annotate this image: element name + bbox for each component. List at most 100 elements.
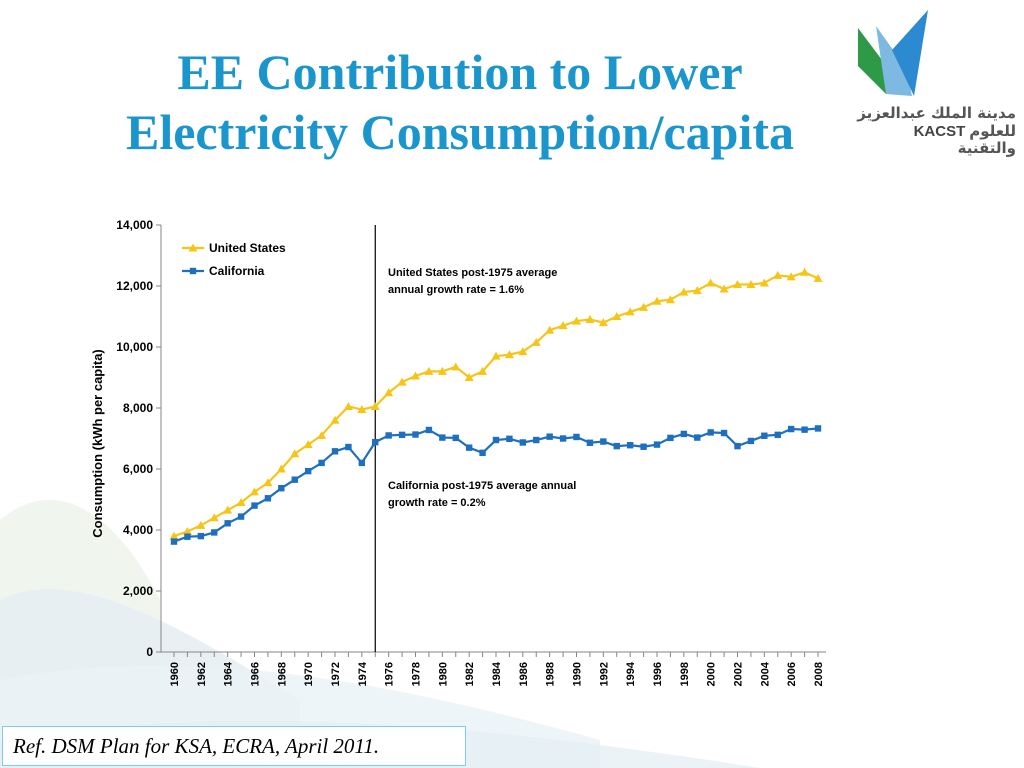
data-point-united-states [679,287,689,296]
data-point-united-states [317,430,327,439]
x-tick-label: 2004 [759,661,771,686]
data-point-california [747,437,755,445]
data-point-california [479,449,486,457]
data-point-united-states [182,527,192,536]
data-point-california [278,485,285,492]
logo-arabic-line-1: مدينة الملك عبدالعزيز [857,104,1016,122]
x-tick-label: 2000 [706,662,718,686]
logo-abbr: KACST [913,123,966,140]
data-point-united-states [424,366,434,375]
data-point-california [814,425,822,432]
data-point-california [734,442,741,450]
data-point-united-states [330,415,340,424]
data-point-california [385,432,392,439]
data-point-united-states [370,401,380,410]
data-point-united-states [773,270,783,279]
x-tick-label: 1976 [384,662,396,686]
legend-marker-united-states [188,243,198,252]
data-point-united-states [464,373,474,381]
data-point-california [398,431,406,439]
data-point-california [211,529,218,536]
data-point-california [264,495,272,502]
y-tick-label: 4,000 [123,523,153,537]
data-point-california [519,439,527,446]
data-point-united-states [451,362,461,371]
data-point-united-states [759,278,769,287]
y-tick-label: 8,000 [123,401,153,415]
data-point-united-states [545,325,555,334]
data-point-california [492,436,500,444]
data-point-california [626,442,634,449]
data-point-california [694,434,701,441]
legend-marker-california [189,267,197,275]
data-point-california [680,430,688,438]
legend-label-united-states: United States [209,241,286,255]
annotation-box [384,263,584,297]
x-tick-label: 1960 [169,662,181,686]
data-point-california [533,436,540,444]
data-point-united-states [746,279,756,288]
x-tick-label: 1998 [679,662,691,686]
data-point-california [318,459,325,467]
x-tick-label: 2008 [813,662,825,686]
data-point-united-states [719,284,729,293]
y-tick-label: 2,000 [123,584,153,598]
data-point-california [412,431,419,438]
data-point-united-states [813,273,823,282]
data-point-united-states [491,351,501,360]
data-point-california [707,429,714,436]
data-point-california [801,426,808,433]
reference-note: Ref. DSM Plan for KSA, ECRA, April 2011. [2,726,466,766]
kacst-logo: مدينة الملك عبدالعزيز KACST للعلوم والتقن… [852,10,1022,157]
data-point-california [640,443,647,450]
logo-arabic-line-2: KACST للعلوم والتقنية [852,123,1016,157]
data-point-united-states [786,272,796,281]
data-point-california [237,513,245,520]
data-point-united-states [639,302,649,311]
title-line-1: EE Contribution to Lower [177,44,743,100]
data-point-united-states [572,316,581,325]
x-tick-label: 1962 [196,662,208,686]
data-point-california [559,435,567,442]
data-point-california [667,434,674,442]
data-point-california [600,438,607,445]
data-point-california [197,532,205,540]
data-point-united-states [236,498,246,507]
data-point-california [586,439,594,446]
data-point-california [291,476,298,483]
chart-annotations: United States post-1975 average annual gr… [384,263,584,510]
data-point-california [170,538,178,545]
x-tick-label: 1970 [303,662,315,686]
data-point-california [774,431,781,439]
data-point-united-states [357,405,367,414]
chart-axes: 0 2,000 4,000 6,000 8,000 10,000 12,000 14,000 1… [90,218,826,686]
data-point-united-states [250,487,259,496]
data-point-united-states [518,347,528,356]
data-point-united-states [733,279,742,288]
title-line-2: Electricity Consumption/capita [125,104,795,160]
annotation-line-2: growth rate = 0.2% [388,497,486,509]
logo-arabic-line-2-text: للعلوم والتقنية [957,122,1016,157]
data-point-united-states [504,350,514,359]
data-point-california [251,502,258,509]
x-tick-label: 1996 [652,662,664,686]
data-point-united-states [652,296,662,305]
data-point-united-states [625,307,635,316]
y-tick-label: 6,000 [123,462,153,476]
data-point-california [787,425,795,433]
data-point-united-states [585,315,595,324]
data-point-united-states [276,464,286,473]
x-tick-label: 1984 [491,661,503,686]
x-tick-label: 1968 [276,662,288,686]
data-point-california [465,444,473,451]
x-tick-label: 1982 [464,662,476,686]
chart-series [169,267,823,545]
data-point-united-states [437,366,447,375]
data-point-united-states [263,478,273,487]
slide-title: EE Contribution to Lower Electricity Con… [40,42,880,162]
data-point-california [506,435,513,443]
data-point-united-states [343,401,353,410]
x-tick-label: 1992 [598,662,610,686]
data-point-united-states [303,440,313,449]
